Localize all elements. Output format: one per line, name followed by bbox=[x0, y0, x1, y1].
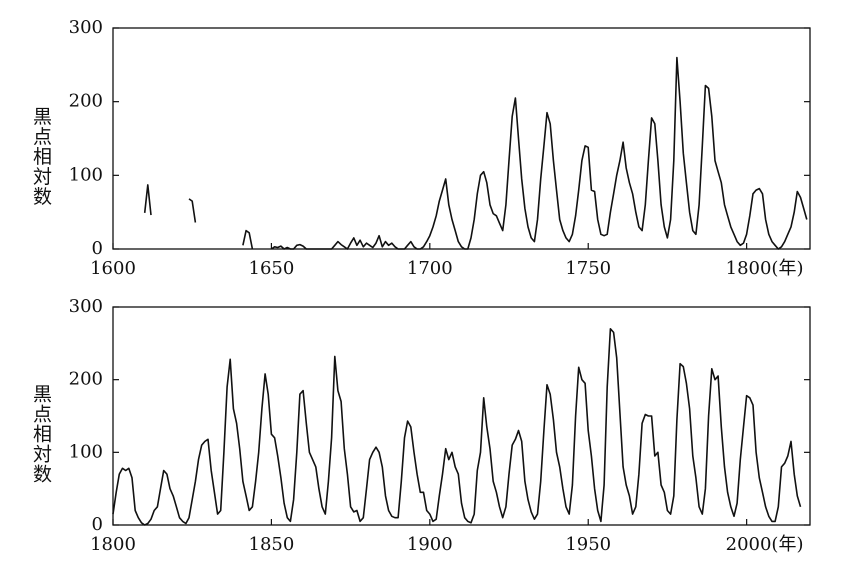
data-line bbox=[143, 56, 808, 250]
y-axis-label: 黒点相対数 bbox=[30, 384, 52, 484]
data-line bbox=[112, 328, 802, 526]
x-tick-label: 1700 bbox=[407, 258, 453, 279]
y-tick-label: 200 bbox=[69, 369, 103, 390]
y-tick-label: 300 bbox=[69, 296, 103, 317]
x-tick-label: 1650 bbox=[249, 258, 295, 279]
x-tick-label: 1750 bbox=[565, 258, 611, 279]
x-tick-label: 1950 bbox=[565, 534, 611, 555]
x-tick-label: 1600 bbox=[90, 258, 136, 279]
x-tick-label: 1850 bbox=[249, 534, 295, 555]
plot-frame bbox=[112, 27, 811, 250]
x-tick-label: 2000(年) bbox=[726, 534, 804, 555]
y-tick-label: 0 bbox=[92, 238, 103, 259]
x-tick-label: 1800 bbox=[90, 534, 136, 555]
y-axis-label: 黒点相対数 bbox=[30, 107, 52, 207]
y-tick-label: 100 bbox=[69, 164, 103, 185]
plot-frame bbox=[112, 306, 811, 526]
x-tick-label: 1800(年) bbox=[726, 258, 804, 279]
y-tick-label: 200 bbox=[69, 91, 103, 112]
y-tick-label: 100 bbox=[69, 441, 103, 462]
x-tick-label: 1900 bbox=[407, 534, 453, 555]
y-tick-label: 0 bbox=[92, 514, 103, 535]
y-tick-label: 300 bbox=[69, 17, 103, 38]
